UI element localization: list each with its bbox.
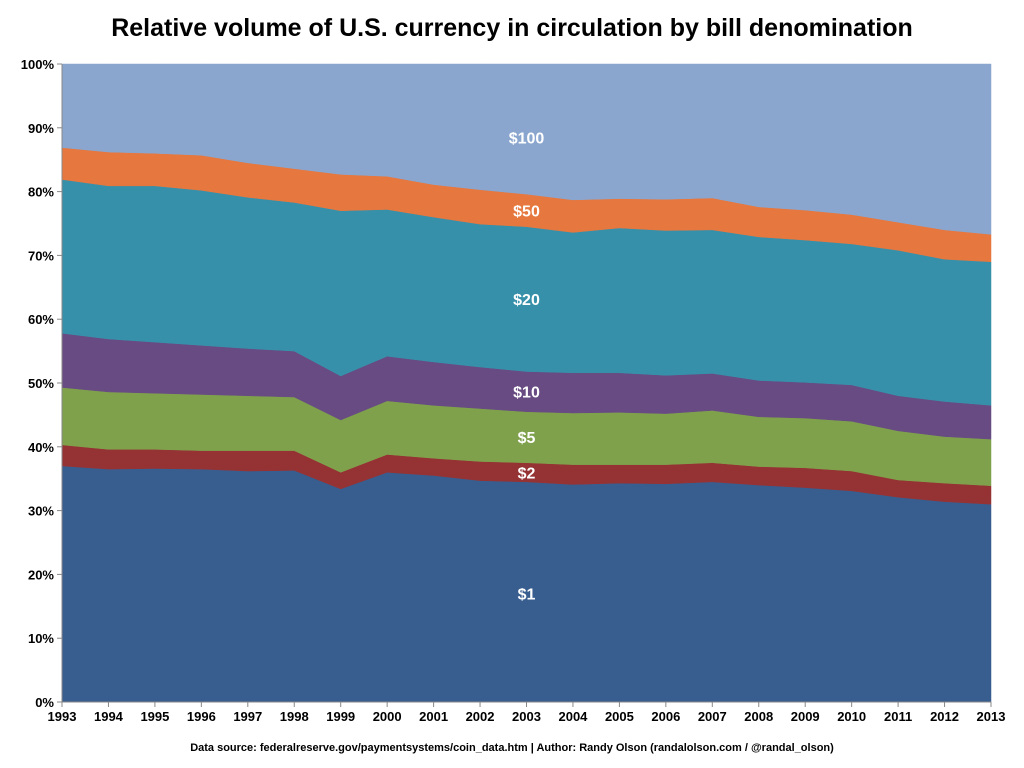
x-tick-label: 2003 bbox=[512, 709, 541, 724]
series-label-usd1: $1 bbox=[518, 587, 536, 604]
x-tick-label: 1997 bbox=[233, 709, 262, 724]
y-tick-label: 30% bbox=[28, 504, 54, 519]
x-tick-label: 2000 bbox=[373, 709, 402, 724]
series-label-usd2: $2 bbox=[518, 465, 536, 482]
x-tick-label: 1993 bbox=[48, 709, 77, 724]
y-tick-label: 50% bbox=[28, 376, 54, 391]
x-tick-label: 1995 bbox=[140, 709, 169, 724]
y-tick-label: 40% bbox=[28, 440, 54, 455]
series-label-usd5: $5 bbox=[518, 430, 536, 447]
x-tick-label: 2013 bbox=[977, 709, 1006, 724]
y-tick-label: 0% bbox=[35, 695, 54, 710]
x-tick-label: 1996 bbox=[187, 709, 216, 724]
x-tick-label: 2012 bbox=[930, 709, 959, 724]
y-tick-label: 10% bbox=[28, 631, 54, 646]
series-label-usd10: $10 bbox=[513, 385, 540, 402]
x-tick-label: 2005 bbox=[605, 709, 634, 724]
series-label-usd50: $50 bbox=[513, 203, 540, 220]
y-tick-label: 20% bbox=[28, 567, 54, 582]
area-usd100 bbox=[61, 63, 992, 235]
x-tick-label: 2009 bbox=[791, 709, 820, 724]
y-tick-label: 70% bbox=[28, 248, 54, 263]
x-tick-label: 2011 bbox=[884, 709, 912, 724]
x-tick-label: 1998 bbox=[280, 709, 309, 724]
x-tick-label: 2008 bbox=[744, 709, 773, 724]
data-source-note: Data source: federalreserve.gov/payments… bbox=[190, 742, 834, 754]
x-tick-label: 2001 bbox=[419, 709, 448, 724]
x-tick-label: 2006 bbox=[651, 709, 680, 724]
series-label-usd100: $100 bbox=[509, 130, 545, 147]
x-tick-label: 2007 bbox=[698, 709, 727, 724]
chart-title: Relative volume of U.S. currency in circ… bbox=[111, 14, 913, 42]
x-tick-label: 2002 bbox=[466, 709, 495, 724]
series-label-usd20: $20 bbox=[513, 292, 540, 309]
x-tick-label: 1999 bbox=[326, 709, 355, 724]
y-tick-label: 90% bbox=[28, 121, 54, 136]
y-tick-label: 100% bbox=[21, 57, 55, 72]
x-tick-label: 2004 bbox=[558, 709, 588, 724]
x-tick-label: 2010 bbox=[837, 709, 866, 724]
y-tick-label: 60% bbox=[28, 312, 54, 327]
y-tick-label: 80% bbox=[28, 185, 54, 200]
area-usd1 bbox=[61, 465, 992, 703]
x-tick-label: 1994 bbox=[94, 709, 124, 724]
